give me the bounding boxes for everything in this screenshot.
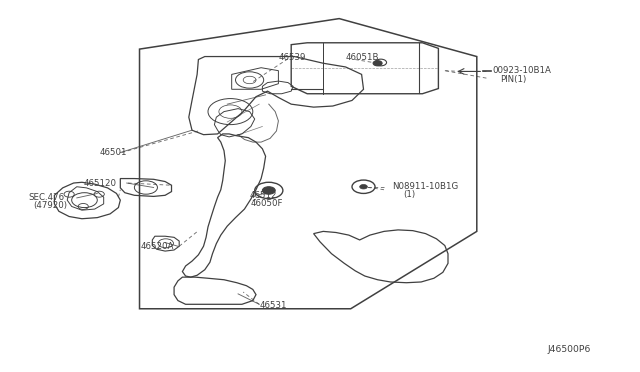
Text: 46512: 46512 [250, 191, 277, 200]
Text: 465120: 465120 [83, 179, 116, 187]
Text: (47920): (47920) [33, 201, 67, 210]
Text: 46531: 46531 [260, 301, 287, 310]
Circle shape [262, 187, 275, 194]
Text: SEC.476: SEC.476 [29, 193, 65, 202]
Text: 46520A: 46520A [141, 242, 174, 251]
Text: N08911-10B1G: N08911-10B1G [392, 182, 459, 191]
Text: 46539: 46539 [278, 53, 306, 62]
Text: 46501: 46501 [99, 148, 127, 157]
Text: 46050F: 46050F [251, 199, 284, 208]
Text: 00923-10B1A: 00923-10B1A [493, 66, 552, 75]
Text: (1): (1) [403, 190, 415, 199]
Text: 46051B: 46051B [346, 53, 379, 62]
Text: PIN(1): PIN(1) [500, 75, 527, 84]
Circle shape [373, 61, 382, 66]
Text: J46500P6: J46500P6 [547, 345, 591, 354]
Circle shape [360, 185, 367, 189]
